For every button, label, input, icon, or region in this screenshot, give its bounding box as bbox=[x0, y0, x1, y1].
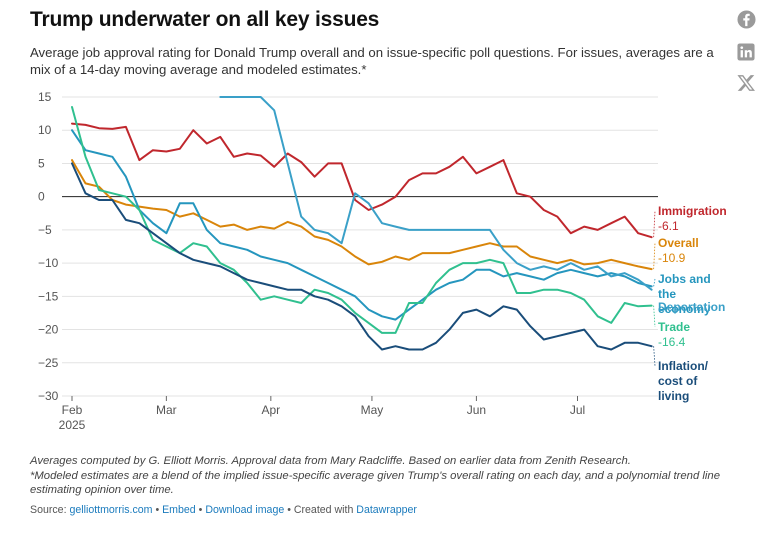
separator: • bbox=[198, 504, 203, 516]
label-leader-line bbox=[653, 278, 656, 287]
facebook-icon[interactable] bbox=[736, 9, 756, 29]
x-icon[interactable] bbox=[736, 73, 756, 93]
separator: • bbox=[287, 504, 291, 516]
series-label-immigration: Immigration bbox=[658, 204, 727, 218]
source-label: Source: bbox=[30, 504, 67, 516]
y-tick-label: −30 bbox=[38, 389, 59, 403]
series-line-overall bbox=[71, 159, 653, 271]
footnote-modeled: *Modeled estimates are a blend of the im… bbox=[30, 469, 720, 497]
linkedin-icon[interactable] bbox=[736, 42, 756, 62]
x-tick-label: Jul bbox=[570, 403, 585, 417]
series-line-inflation-cost-of-living bbox=[71, 162, 653, 351]
series-label-inflation: Inflation/ bbox=[658, 359, 709, 373]
footnote-attribution: Averages computed by G. Elliott Morris. … bbox=[30, 455, 631, 467]
x-tick-label: May bbox=[361, 403, 384, 417]
x-tick-label: Feb bbox=[62, 403, 83, 417]
y-tick-label: −20 bbox=[38, 323, 59, 337]
separator: • bbox=[155, 504, 160, 516]
chart-subtitle: Average job approval rating for Donald T… bbox=[30, 45, 714, 77]
label-leader-line bbox=[653, 305, 656, 328]
x-tick-label: Mar bbox=[156, 403, 177, 417]
series-label-jobs-economy: the bbox=[658, 287, 676, 301]
x-tick-sublabel: 2025 bbox=[59, 418, 86, 432]
y-tick-label: −5 bbox=[38, 223, 52, 237]
series-line-jobs-and-the-economy bbox=[71, 129, 653, 321]
source-line: Source: gelliottmorris.com • Embed • Dow… bbox=[30, 504, 417, 516]
label-leader-line bbox=[653, 346, 656, 367]
label-leader-line bbox=[653, 242, 656, 270]
footnotes: Averages computed by G. Elliott Morris. … bbox=[30, 454, 760, 498]
source-link[interactable]: gelliottmorris.com bbox=[69, 504, 153, 516]
y-tick-label: −15 bbox=[38, 289, 59, 303]
chart-title: Trump underwater on all key issues bbox=[30, 8, 380, 31]
x-tick-label: Apr bbox=[261, 403, 280, 417]
series-label-overall: Overall bbox=[658, 236, 699, 250]
series-line-immigration bbox=[71, 122, 653, 239]
y-tick-label: 10 bbox=[38, 123, 52, 137]
y-tick-label: 0 bbox=[38, 190, 45, 204]
series-label-inflation: cost of bbox=[658, 374, 698, 388]
embed-link[interactable]: Embed bbox=[162, 504, 196, 516]
series-label-jobs-economy: Jobs and bbox=[658, 272, 711, 286]
label-leader-line bbox=[653, 210, 656, 238]
series-label-deportation: Deportation bbox=[658, 300, 725, 314]
y-tick-label: 5 bbox=[38, 156, 45, 170]
series-label-jobs-economy: economy bbox=[658, 302, 711, 316]
y-tick-label: −25 bbox=[38, 356, 59, 370]
y-tick-label: −10 bbox=[38, 256, 59, 270]
series-value-trade: -16.4 bbox=[658, 335, 686, 349]
created-with-label: Created with bbox=[293, 504, 354, 516]
series-value-overall: -10.9 bbox=[658, 251, 686, 265]
series-line-deportation bbox=[219, 96, 653, 291]
series-value-immigration: -6.1 bbox=[658, 219, 679, 233]
series-label-inflation: living bbox=[658, 389, 689, 403]
download-image-link[interactable]: Download image bbox=[205, 504, 285, 516]
y-tick-label: 15 bbox=[38, 90, 52, 104]
datawrapper-link[interactable]: Datawrapper bbox=[356, 504, 417, 516]
series-line-trade bbox=[71, 106, 653, 334]
x-tick-label: Jun bbox=[467, 403, 486, 417]
series-label-trade: Trade bbox=[658, 320, 690, 334]
